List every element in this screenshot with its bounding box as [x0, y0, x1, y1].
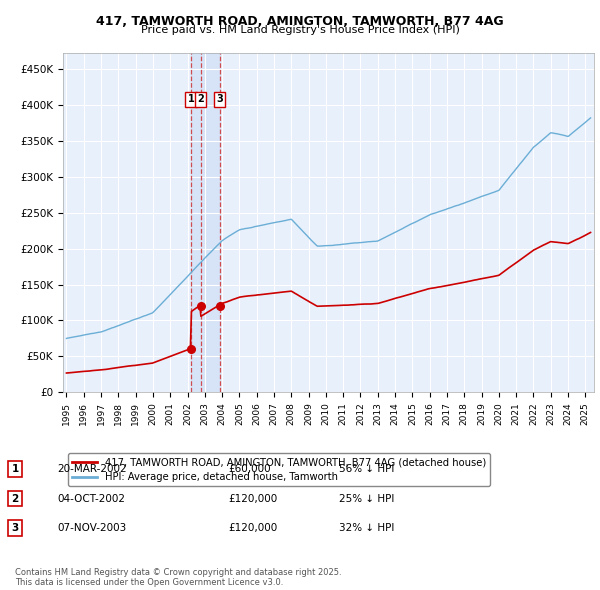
Text: 2: 2 — [197, 94, 204, 104]
Text: Price paid vs. HM Land Registry's House Price Index (HPI): Price paid vs. HM Land Registry's House … — [140, 25, 460, 35]
Text: 20-MAR-2002: 20-MAR-2002 — [57, 464, 127, 474]
Legend: 417, TAMWORTH ROAD, AMINGTON, TAMWORTH, B77 4AG (detached house), HPI: Average p: 417, TAMWORTH ROAD, AMINGTON, TAMWORTH, … — [68, 453, 490, 486]
Text: 1: 1 — [188, 94, 194, 104]
Text: 25% ↓ HPI: 25% ↓ HPI — [339, 494, 394, 503]
Text: 2: 2 — [11, 494, 19, 503]
Text: Contains HM Land Registry data © Crown copyright and database right 2025.
This d: Contains HM Land Registry data © Crown c… — [15, 568, 341, 587]
Text: £120,000: £120,000 — [228, 523, 277, 533]
Text: 417, TAMWORTH ROAD, AMINGTON, TAMWORTH, B77 4AG: 417, TAMWORTH ROAD, AMINGTON, TAMWORTH, … — [96, 15, 504, 28]
Text: 04-OCT-2002: 04-OCT-2002 — [57, 494, 125, 503]
Text: 32% ↓ HPI: 32% ↓ HPI — [339, 523, 394, 533]
Text: £60,000: £60,000 — [228, 464, 271, 474]
Text: 1: 1 — [11, 464, 19, 474]
Bar — [191, 53, 220, 392]
Text: 07-NOV-2003: 07-NOV-2003 — [57, 523, 126, 533]
Text: 3: 3 — [11, 523, 19, 533]
Text: £120,000: £120,000 — [228, 494, 277, 503]
Text: 56% ↓ HPI: 56% ↓ HPI — [339, 464, 394, 474]
Text: 3: 3 — [216, 94, 223, 104]
